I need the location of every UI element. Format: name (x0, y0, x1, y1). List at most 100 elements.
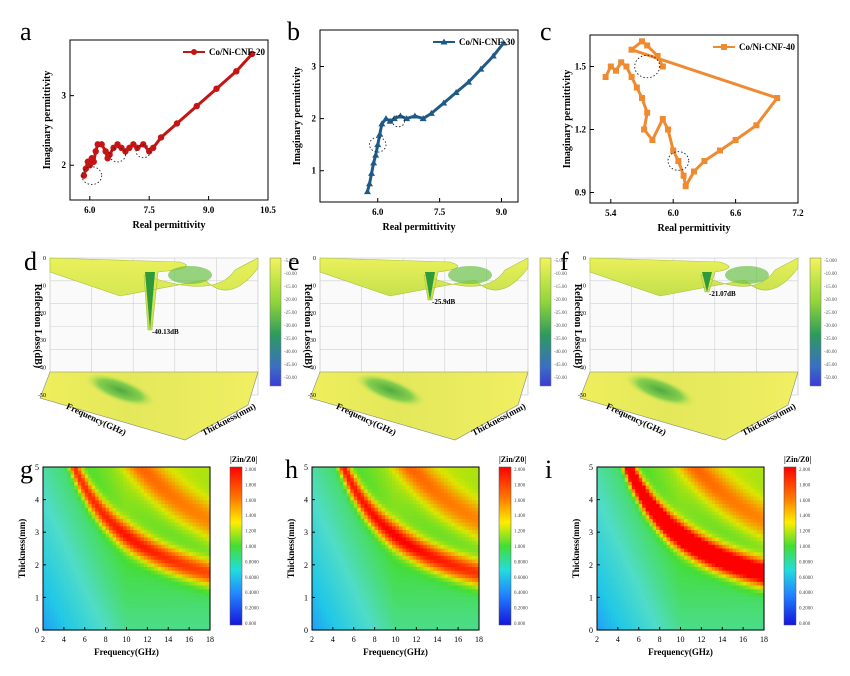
heat-cell (378, 471, 382, 475)
heat-cell (140, 578, 144, 582)
heat-cell (175, 526, 179, 530)
heat-cell (625, 482, 629, 486)
heat-cell (406, 493, 410, 497)
heat-cell (147, 504, 151, 508)
heat-cell (74, 471, 78, 475)
heat-cell (193, 619, 197, 623)
heat-cell (312, 593, 316, 597)
heat-cell (392, 578, 396, 582)
heat-cell (347, 619, 351, 623)
x-tick-label: 7.5 (434, 207, 446, 217)
heat-cell (120, 493, 124, 497)
heat-cell (434, 563, 438, 567)
heat-cell (95, 623, 99, 627)
heat-cell (81, 589, 85, 593)
heat-cell (361, 608, 365, 612)
heat-cell (186, 560, 190, 564)
heat-cell (64, 593, 68, 597)
heat-cell (371, 578, 375, 582)
heat-cell (196, 537, 200, 541)
heat-cell (462, 563, 466, 567)
heat-cell (186, 541, 190, 545)
heat-cell (71, 530, 75, 534)
heat-cell (399, 586, 403, 590)
heat-cell (601, 563, 605, 567)
heat-cell (434, 612, 438, 616)
heat-cell (88, 500, 92, 504)
heat-cell (375, 537, 379, 541)
heat-cell (618, 519, 622, 523)
heat-cell (458, 526, 462, 530)
heat-cell (106, 504, 110, 508)
heat-cell (179, 582, 183, 586)
heat-cell (154, 597, 158, 601)
heat-cell (60, 500, 64, 504)
heat-cell (179, 608, 183, 612)
heat-cell (389, 478, 393, 482)
heat-cell (203, 582, 207, 586)
heat-cell (186, 619, 190, 623)
heat-cell (413, 541, 417, 545)
heat-cell (74, 486, 78, 490)
heat-cell (427, 567, 431, 571)
heat-cell (361, 504, 365, 508)
heat-cell (427, 578, 431, 582)
heat-cell (312, 474, 316, 478)
heat-cell (462, 556, 466, 560)
heat-cell (140, 623, 144, 627)
heat-cell (378, 552, 382, 556)
colorbar-tick-label: 0.8000 (245, 560, 259, 565)
heat-cell (448, 497, 452, 501)
y-tick-label: 3 (35, 528, 39, 537)
heat-cell (347, 508, 351, 512)
heat-cell (399, 597, 403, 601)
heat-cell (123, 534, 127, 538)
heat-cell (462, 545, 466, 549)
heat-cell (364, 574, 368, 578)
heat-cell (399, 563, 403, 567)
colorbar-tick-label: -20.00 (284, 298, 297, 303)
heat-cell (329, 552, 333, 556)
heat-cell (106, 571, 110, 575)
heat-cell (106, 541, 110, 545)
heat-cell (137, 497, 141, 501)
heat-cell (329, 523, 333, 527)
heat-cell (154, 549, 158, 553)
heat-cell (193, 519, 197, 523)
heat-cell (43, 574, 47, 578)
heat-cell (375, 497, 379, 501)
heat-cell (316, 578, 320, 582)
z-tick-label: 0 (583, 256, 586, 262)
heat-cell (60, 604, 64, 608)
heat-cell (399, 534, 403, 538)
heat-cell (416, 512, 420, 516)
heat-cell (312, 571, 316, 575)
heat-cell (161, 578, 165, 582)
heat-cell (618, 608, 622, 612)
heat-cell (406, 586, 410, 590)
heat-cell (382, 612, 386, 616)
heat-cell (113, 474, 117, 478)
heat-cell (625, 567, 629, 571)
y-tick-label: 0.9 (575, 188, 587, 198)
heat-cell (444, 530, 448, 534)
heat-cell (175, 512, 179, 516)
heat-cell (340, 545, 344, 549)
heat-cell (614, 560, 618, 564)
heat-cell (409, 474, 413, 478)
heat-cell (92, 474, 96, 478)
heat-cell (607, 563, 611, 567)
heat-cell (60, 597, 64, 601)
heat-cell (396, 571, 400, 575)
heat-cell (427, 504, 431, 508)
heat-cell (175, 567, 179, 571)
heat-cell (601, 471, 605, 475)
heat-cell (607, 519, 611, 523)
heat-cell (597, 482, 601, 486)
heat-cell (179, 615, 183, 619)
heat-cell (113, 582, 117, 586)
x-tick-label: 18 (475, 635, 483, 644)
heat-cell (81, 478, 85, 482)
heat-cell (455, 497, 459, 501)
